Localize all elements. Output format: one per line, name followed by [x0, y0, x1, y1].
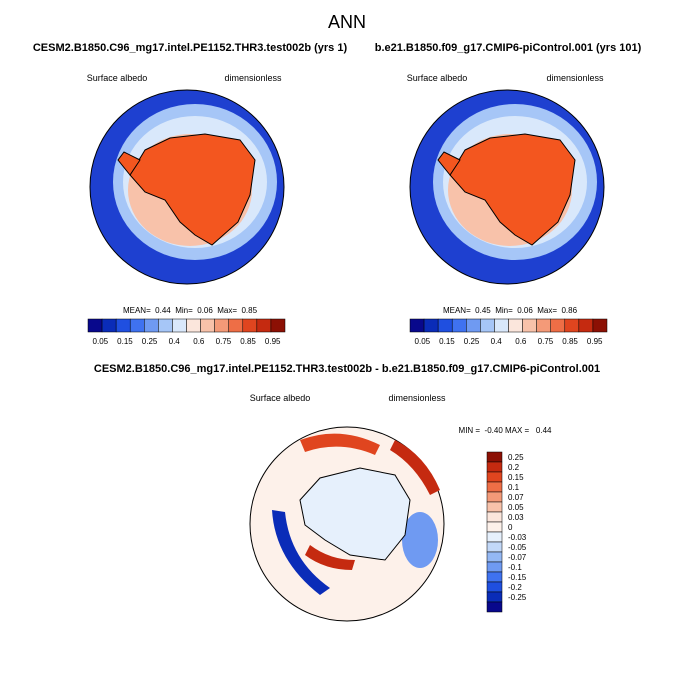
- panel-header: b.e21.B1850.f09_g17.CMIP6-piControl.001 …: [375, 42, 642, 54]
- map-diff: [249, 426, 445, 622]
- colorbar-box: [486, 551, 503, 563]
- colorbar-box: [129, 318, 145, 333]
- colorbar-label: 0.25: [508, 453, 524, 462]
- colorbar-box: [536, 318, 551, 333]
- map-1: [89, 89, 285, 285]
- colorbar-label: 0.95: [587, 337, 603, 346]
- colorbar-box: [256, 318, 272, 333]
- colorbar-label: 0.6: [193, 337, 205, 346]
- colorbar-box: [466, 318, 481, 333]
- colorbar-label: -0.1: [508, 563, 522, 572]
- colorbar-label: -0.03: [508, 533, 527, 542]
- colorbar-label: 0.05: [415, 337, 431, 346]
- colorbar-label: 0.03: [508, 513, 524, 522]
- map-2: [409, 89, 605, 285]
- colorbar-box: [486, 491, 503, 503]
- variable-name: Surface albedo: [87, 73, 148, 83]
- colorbar-box: [522, 318, 537, 333]
- stats: MEAN= 0.44 Min= 0.06 Max= 0.85: [123, 306, 258, 315]
- colorbar-box: [186, 318, 201, 333]
- colorbar-box: [87, 318, 103, 333]
- units: dimensionless: [546, 73, 604, 83]
- variable-name: Surface albedo: [407, 73, 468, 83]
- colorbar-label: 0.15: [508, 473, 524, 482]
- units: dimensionless: [388, 393, 446, 403]
- colorbar-box: [242, 318, 258, 333]
- colorbar-box: [480, 318, 495, 333]
- colorbar-label: 0.75: [538, 337, 554, 346]
- colorbar-box: [486, 561, 503, 573]
- colorbar-box: [270, 318, 286, 333]
- colorbar-label: 0.4: [169, 337, 181, 346]
- panels: CESM2.B1850.C96_mg17.intel.PE1152.THR3.t…: [33, 42, 642, 613]
- colorbar-box: [409, 318, 425, 333]
- colorbar-label: 0.6: [515, 337, 527, 346]
- colorbar-label: 0.1: [508, 483, 520, 492]
- colorbar-label: 0.75: [216, 337, 232, 346]
- panel-header: CESM2.B1850.C96_mg17.intel.PE1152.THR3.t…: [33, 42, 348, 54]
- colorbar-label: -0.2: [508, 583, 522, 592]
- colorbar-box: [486, 451, 503, 463]
- panel-header: CESM2.B1850.C96_mg17.intel.PE1152.THR3.t…: [94, 363, 600, 375]
- colorbar-box: [486, 471, 503, 483]
- colorbar-label: 0.25: [464, 337, 480, 346]
- colorbar-box: [101, 318, 117, 333]
- colorbar-label: 0.25: [142, 337, 158, 346]
- colorbar-label: 0.15: [117, 337, 133, 346]
- colorbar-box: [486, 581, 503, 593]
- colorbar-box: [486, 531, 503, 543]
- colorbar-label: 0.85: [240, 337, 256, 346]
- colorbar-box: [228, 318, 244, 333]
- colorbar-box: [451, 318, 467, 333]
- stats: MEAN= 0.45 Min= 0.06 Max= 0.86: [443, 306, 578, 315]
- colorbar-box: [214, 318, 229, 333]
- colorbar-box: [437, 318, 453, 333]
- colorbar-box: [200, 318, 215, 333]
- colorbar-box: [592, 318, 608, 333]
- colorbar-label: 0.07: [508, 493, 524, 502]
- colorbar-label: 0.85: [562, 337, 578, 346]
- colorbar-box: [550, 318, 566, 333]
- colorbar-label: 0.05: [93, 337, 109, 346]
- units: dimensionless: [224, 73, 282, 83]
- colorbar-box: [115, 318, 131, 333]
- colorbar-box: [564, 318, 580, 333]
- colorbar-label: -0.25: [508, 593, 527, 602]
- colorbar-label: 0.05: [508, 503, 524, 512]
- colorbar-box: [486, 481, 503, 493]
- colorbar-label: -0.15: [508, 573, 527, 582]
- colorbar-label: -0.07: [508, 553, 527, 562]
- variable-name: Surface albedo: [250, 393, 311, 403]
- colorbar-label: 0.95: [265, 337, 281, 346]
- colorbar-box: [508, 318, 523, 333]
- colorbar-box: [494, 318, 509, 333]
- colorbar-box: [486, 541, 503, 553]
- colorbar-box: [486, 571, 503, 583]
- colorbar-box: [486, 521, 503, 533]
- colorbar-box: [486, 591, 503, 603]
- colorbar-box: [486, 461, 503, 473]
- colorbar-box: [144, 318, 159, 333]
- colorbar-label: 0.2: [508, 463, 520, 472]
- colorbar-box: [486, 501, 503, 513]
- colorbar-label: 0.15: [439, 337, 455, 346]
- colorbar-box: [423, 318, 439, 333]
- colorbar-label: 0.4: [491, 337, 503, 346]
- main-title: ANN: [328, 12, 366, 32]
- colorbar-label: -0.05: [508, 543, 527, 552]
- colorbar-box: [578, 318, 594, 333]
- colorbar-box: [158, 318, 173, 333]
- colorbar-box: [486, 511, 503, 523]
- colorbar-box: [172, 318, 187, 333]
- colorbar-label: 0: [508, 523, 513, 532]
- colorbar-box: [486, 601, 503, 613]
- stats: MIN = -0.40 MAX = 0.44: [459, 426, 552, 435]
